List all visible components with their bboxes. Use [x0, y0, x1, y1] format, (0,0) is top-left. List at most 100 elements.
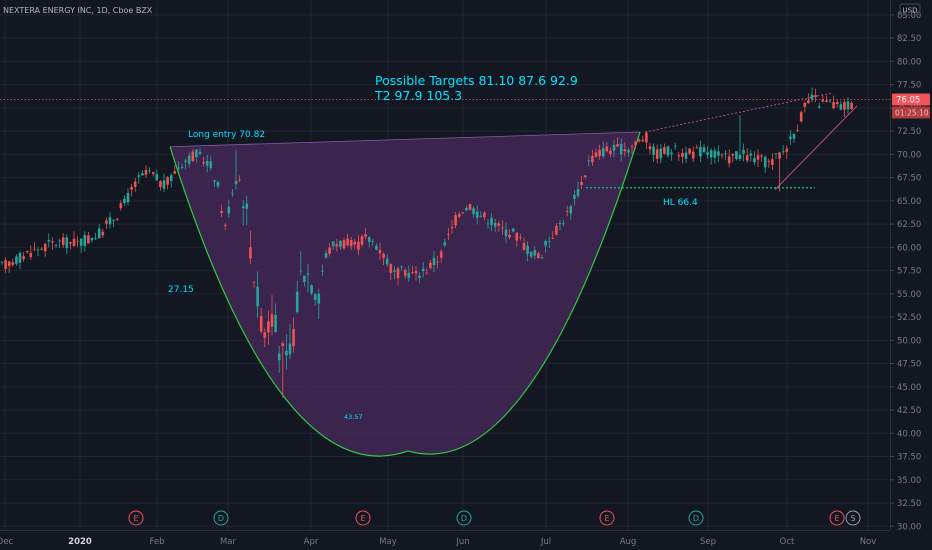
candle-body: [87, 235, 90, 244]
candle: [43, 242, 47, 257]
candle: [843, 98, 846, 118]
candle: [223, 223, 227, 230]
candle: [331, 241, 335, 250]
price-axis[interactable]: 85.0082.5080.0077.5075.0072.5070.0067.50…: [890, 0, 932, 550]
candle: [835, 99, 839, 108]
candle: [461, 211, 465, 215]
price-tick-label: 30.00: [897, 522, 921, 532]
targets-line-2: T2 97.9 105.3: [374, 88, 462, 103]
time-tick-label: Jul: [540, 537, 551, 547]
candle-body: [576, 189, 580, 196]
candle-body: [558, 223, 562, 224]
candle: [198, 148, 202, 156]
candle-body: [274, 314, 277, 333]
candle-body: [418, 275, 421, 279]
candle-body: [573, 195, 576, 199]
price-tick-label: 45.00: [897, 383, 921, 393]
candle: [807, 93, 810, 104]
cup-pattern: [169, 131, 641, 457]
candle: [270, 295, 274, 336]
candle-body: [659, 148, 663, 159]
candle: [108, 212, 112, 229]
candle: [742, 143, 745, 162]
candle-body: [180, 166, 184, 168]
candle-body: [713, 150, 717, 158]
candle: [259, 307, 263, 334]
candle: [389, 263, 393, 281]
candle: [187, 152, 191, 168]
candle: [821, 94, 825, 103]
candle: [101, 228, 105, 239]
candle: [767, 158, 771, 168]
price-tick-label: 82.50: [897, 34, 921, 44]
candle: [655, 144, 659, 164]
candle-body: [587, 160, 591, 162]
price-tick-label: 47.50: [897, 360, 921, 370]
candle-body: [799, 112, 803, 122]
candle: [641, 135, 645, 142]
event-label: S: [850, 514, 855, 523]
candle-body: [619, 143, 623, 155]
candle-body: [29, 252, 33, 258]
candle: [623, 142, 627, 157]
candle: [155, 169, 159, 182]
candle: [565, 205, 569, 217]
candle-body: [209, 161, 213, 168]
candle: [735, 151, 738, 161]
candle-body: [673, 145, 677, 147]
candle-body: [479, 215, 483, 217]
candle: [508, 229, 511, 240]
wedge-lower-line: [774, 105, 858, 190]
currency-badge[interactable]: USD: [899, 3, 921, 16]
candle: [619, 138, 623, 162]
candle-body: [267, 321, 270, 333]
candle-body: [43, 244, 47, 252]
event-marker-earnings: E: [599, 510, 615, 526]
candle-body: [367, 237, 371, 242]
candle-body: [796, 130, 799, 132]
candle-body: [198, 151, 202, 154]
candle: [533, 246, 537, 260]
countdown-tag-bg: [892, 106, 930, 119]
candle-body: [281, 343, 285, 346]
candle-body: [342, 240, 346, 249]
candle: [144, 165, 148, 178]
candle: [90, 237, 94, 243]
candle-body: [256, 286, 259, 307]
candle-body: [807, 100, 810, 104]
candle-body: [414, 270, 418, 274]
candle-body: [0, 261, 4, 263]
candle: [720, 153, 724, 159]
candle-body: [695, 147, 699, 149]
event-label: E: [360, 514, 365, 523]
candle-body: [393, 270, 396, 272]
candle-body: [652, 146, 655, 155]
candle: [583, 174, 587, 179]
candle-body: [396, 268, 400, 279]
candle-body: [461, 212, 465, 214]
candle-body: [385, 258, 389, 265]
candle: [33, 241, 36, 252]
candle: [598, 144, 601, 160]
candle-body: [483, 212, 486, 218]
time-axis[interactable]: Dec 2020 Feb Mar Apr May Jun Jul Aug Sep Oct Nov: [0, 530, 890, 548]
candle-body: [493, 223, 497, 227]
candle-body: [731, 154, 735, 156]
candle: [371, 238, 375, 246]
candle-body: [763, 156, 767, 168]
candle-body: [720, 154, 724, 156]
candle-body: [144, 169, 148, 175]
candle-body: [637, 139, 641, 142]
candle: [479, 211, 483, 218]
candle-body: [263, 332, 267, 338]
candle: [234, 149, 238, 190]
candle: [105, 217, 108, 229]
candle: [796, 124, 799, 133]
candle-body: [601, 148, 605, 157]
higher-low-label: HL 66.4: [663, 198, 698, 208]
candle-body: [108, 217, 112, 225]
candle-body: [123, 198, 126, 204]
candle: [396, 266, 400, 286]
candle-body: [540, 257, 544, 259]
